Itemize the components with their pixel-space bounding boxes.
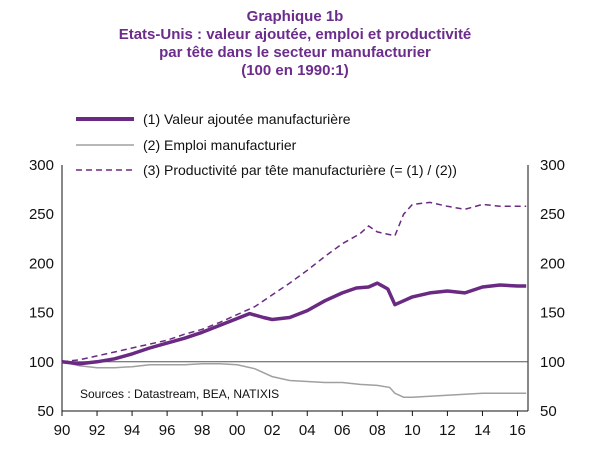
x-tick-label: 98: [194, 422, 211, 439]
legend-label-series-3: (3) Productivité par tête manufacturière…: [143, 162, 457, 178]
series-line-emploi: [61, 361, 527, 398]
y-tick-label-right: 150: [540, 305, 565, 322]
x-tick-label: 00: [229, 422, 246, 439]
y-tick-label-left: 100: [29, 354, 54, 371]
chart-subtitle-line-1: Etats-Unis : valeur ajoutée, emploi et p…: [118, 26, 472, 43]
x-axis: 90 92 94 96 98 00 02 04 06 08 10 12 14 16: [54, 411, 526, 439]
x-tick-label: 92: [89, 422, 106, 439]
series-line-productivite: [61, 201, 527, 363]
x-tick-label: 02: [264, 422, 281, 439]
legend-label-series-2: (2) Emploi manufacturier: [143, 137, 297, 153]
x-tick-label: 12: [439, 422, 456, 439]
x-tick-label: 16: [509, 422, 526, 439]
x-tick-label: 04: [299, 422, 316, 439]
series-line-valeur-ajoutee: [61, 281, 527, 366]
chart-subtitle-line-2: par tête dans le secteur manufacturier: [159, 44, 431, 61]
x-tick-label: 08: [369, 422, 386, 439]
source-note: Sources : Datastream, BEA, NATIXIS: [80, 387, 279, 401]
legend: (1) Valeur ajoutée manufacturière (2) Em…: [76, 111, 457, 178]
y-tick-label-left: 150: [29, 305, 54, 322]
x-tick-label: 96: [159, 422, 176, 439]
chart-subtitle-line-3: (100 en 1990:1): [241, 62, 349, 79]
x-tick-label: 10: [404, 422, 421, 439]
y-tick-label-right: 200: [540, 255, 565, 272]
y-tick-label-left: 200: [29, 255, 54, 272]
x-tick-label: 06: [334, 422, 351, 439]
chart-title-block: Graphique 1b Etats-Unis : valeur ajoutée…: [0, 8, 590, 80]
chart-title: Graphique 1b: [246, 8, 344, 25]
y-tick-label-left: 250: [29, 206, 54, 223]
x-tick-label: 90: [54, 422, 71, 439]
y-tick-label-left: 300: [29, 157, 54, 174]
y-tick-label-right: 250: [540, 206, 565, 223]
y-tick-label-left: 50: [37, 403, 54, 420]
x-tick-label: 14: [474, 422, 491, 439]
x-tick-label: 94: [124, 422, 141, 439]
y-axis-left: 50 100 150 200 250 300: [29, 157, 54, 420]
y-tick-label-right: 300: [540, 157, 565, 174]
y-axis-right: 50 100 150 200 250 300: [540, 157, 565, 420]
legend-label-series-1: (1) Valeur ajoutée manufacturière: [143, 111, 351, 127]
y-tick-label-right: 50: [540, 403, 557, 420]
y-tick-label-right: 100: [540, 354, 565, 371]
